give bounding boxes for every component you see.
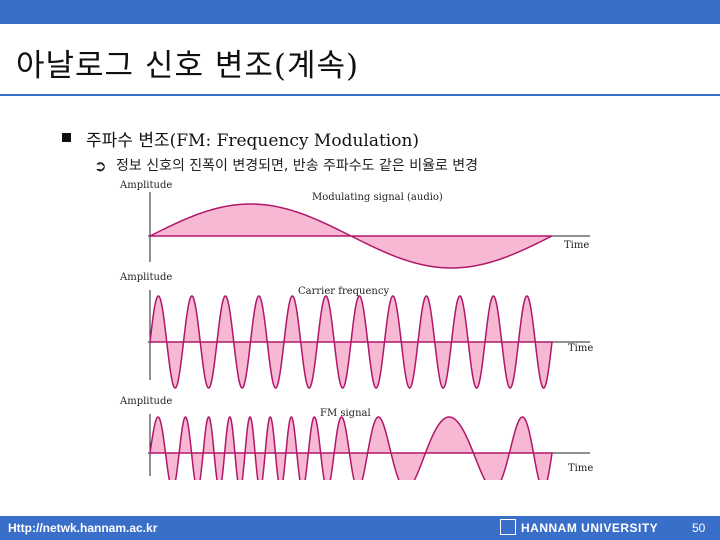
bullet-fm: 주파수 변조(FM: Frequency Modulation) [86,131,420,151]
fm-figure: Amplitude Modulating signal (audio) Time… [119,180,593,480]
page-number: 50 [692,521,706,535]
footer-university: HANNAM UNIVERSITY [521,521,659,535]
panel2-axis-label: Amplitude [119,272,172,283]
panel-fm: Amplitude FM signal Time [119,396,593,480]
panel-modulating: Amplitude Modulating signal (audio) Time [119,180,590,269]
panel1-title: Modulating signal (audio) [312,192,443,203]
title-divider [0,94,720,96]
panel3-axis-label: Amplitude [119,396,172,407]
bullet-fm-description: 정보 신호의 진폭이 변경되면, 반송 주파수도 같은 비율로 변경 [116,158,479,174]
square-bullet-icon [62,133,71,142]
panel1-axis-label: Amplitude [119,180,172,191]
panel3-title: FM signal [320,408,371,419]
fm-wave [149,416,553,480]
panel1-time-label: Time [564,240,589,251]
slide-title: 아날로그 신호 변조(계속) [16,48,360,84]
panel-carrier: Amplitude Carrier frequency Time [119,272,593,389]
panel2-time-label: Time [568,343,593,354]
footer-bar [0,516,720,540]
university-logo-icon [500,519,516,535]
curved-arrow-icon: ➲ [94,157,107,175]
modulating-wave [149,203,553,269]
top-accent-bar [0,0,720,24]
carrier-wave [149,295,553,389]
footer-url-link[interactable]: Http://netwk.hannam.ac.kr [8,521,158,535]
panel2-title: Carrier frequency [298,286,389,297]
panel3-time-label: Time [568,463,593,474]
